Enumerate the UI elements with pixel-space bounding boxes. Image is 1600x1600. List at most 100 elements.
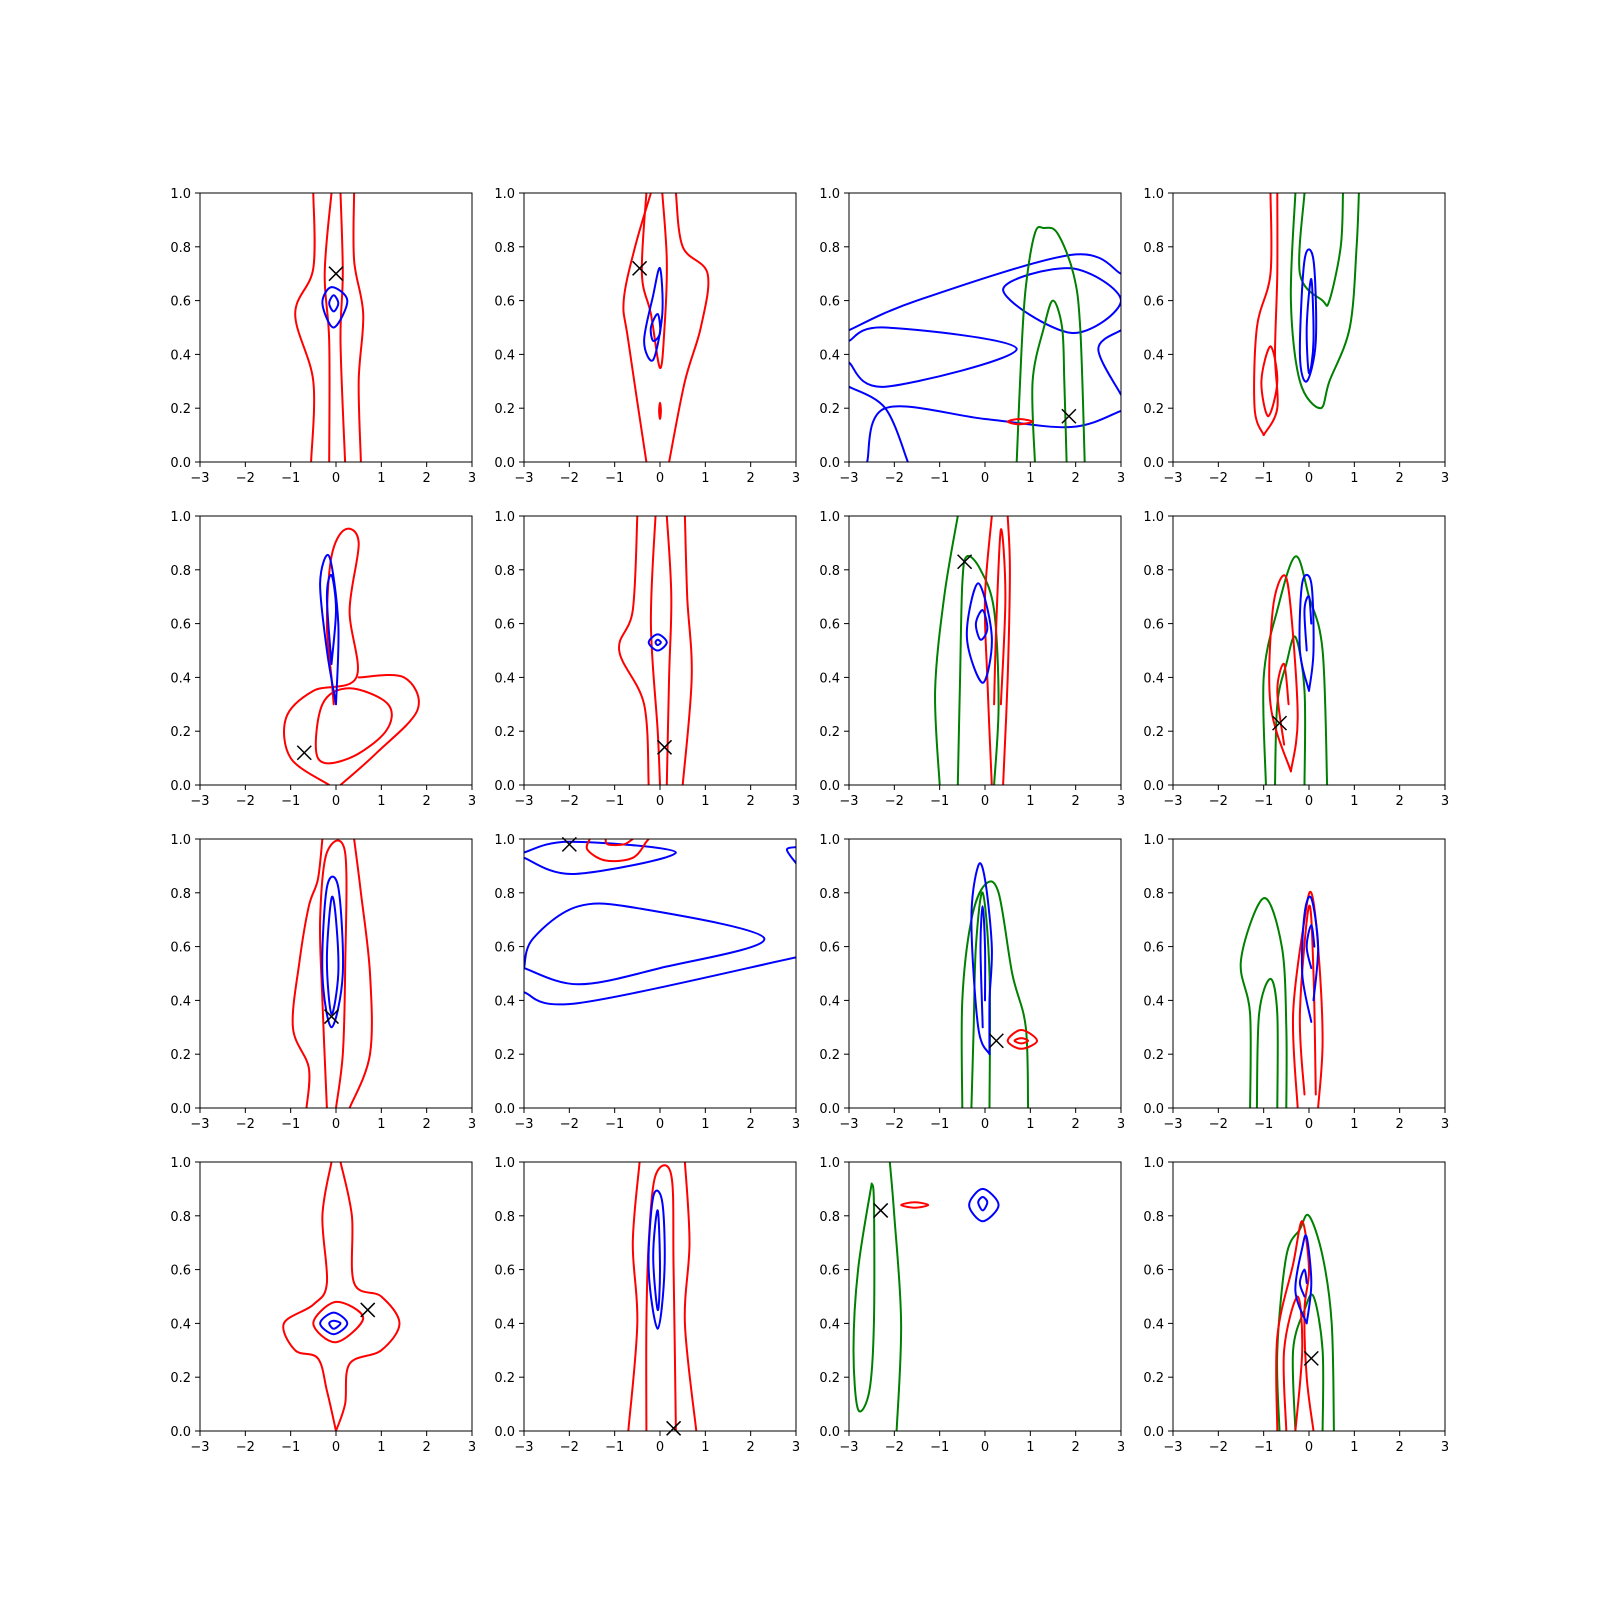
contour-group xyxy=(282,1162,401,1431)
contour-red-1 xyxy=(618,516,650,785)
contour-group xyxy=(960,862,1039,1108)
subplot-3-1: −3 −2 −1 0 1 2 3 0.0 0.2 0.4 0.6 0.8 1.0 xyxy=(170,833,476,1132)
x-tick-label: 3 xyxy=(468,471,476,486)
x-tick-label: 2 xyxy=(747,1440,755,1455)
x-marker xyxy=(666,1420,682,1436)
subplot-2-3: −3 −2 −1 0 1 2 3 0.0 0.2 0.4 0.6 0.8 1.0 xyxy=(819,510,1125,809)
contour-red-5 xyxy=(993,528,1007,706)
x-tick-label: 1 xyxy=(377,1440,385,1455)
contour-green-1 xyxy=(934,516,959,785)
y-tick-label: 1.0 xyxy=(1143,187,1164,202)
contour-blue-6 xyxy=(649,312,662,342)
y-tick-label: 0.6 xyxy=(494,295,515,310)
x-tick-label: 3 xyxy=(1117,1117,1125,1132)
y-tick-label: 0.6 xyxy=(819,295,840,310)
contour-blue-5 xyxy=(866,405,1121,462)
contour-blue-4 xyxy=(321,875,345,1029)
y-tick-label: 0.8 xyxy=(170,1210,191,1225)
x-tick-label: 2 xyxy=(747,1117,755,1132)
contour-red-3 xyxy=(312,1300,365,1344)
x-tick-label: 0 xyxy=(981,1117,989,1132)
x-tick-label: 0 xyxy=(332,471,340,486)
x-tick-label: 2 xyxy=(1396,1117,1404,1132)
contour-group xyxy=(852,1162,1000,1431)
y-tick-label: 1.0 xyxy=(170,510,191,525)
contour-blue-6 xyxy=(654,638,662,647)
contour-blue-6 xyxy=(1298,1268,1308,1298)
contour-blue-6 xyxy=(1305,924,1316,970)
subplot-4-2: −3 −2 −1 0 1 2 3 0.0 0.2 0.4 0.6 0.8 1.0 xyxy=(494,1156,800,1455)
y-tick-label: 0.4 xyxy=(170,671,191,686)
x-tick-label: 2 xyxy=(423,794,431,809)
contour-blue-4 xyxy=(849,385,909,462)
subplot-1-4: −3 −2 −1 0 1 2 3 0.0 0.2 0.4 0.6 0.8 1.0 xyxy=(1143,187,1449,486)
contour-red-1 xyxy=(1253,193,1273,437)
y-tick-label: 0.8 xyxy=(819,887,840,902)
y-tick-label: 0.4 xyxy=(170,994,191,1009)
subplot-2-4: −3 −2 −1 0 1 2 3 0.0 0.2 0.4 0.6 0.8 1.0 xyxy=(1143,510,1449,809)
x-tick-label: −3 xyxy=(514,794,533,809)
contour-red-4 xyxy=(1002,516,1011,785)
x-tick-label: 0 xyxy=(1305,794,1313,809)
contour-red-5 xyxy=(585,839,650,863)
x-tick-label: −1 xyxy=(281,1117,300,1132)
contour-group xyxy=(283,527,420,785)
y-tick-label: 0.6 xyxy=(819,618,840,633)
y-tick-label: 1.0 xyxy=(494,187,515,202)
contour-red-2 xyxy=(1262,193,1279,437)
y-tick-label: 1.0 xyxy=(494,1156,515,1171)
contour-blue-1 xyxy=(524,840,677,876)
x-tick-label: 2 xyxy=(1072,471,1080,486)
y-tick-label: 0.0 xyxy=(170,1425,191,1440)
y-tick-label: 1.0 xyxy=(819,187,840,202)
x-tick-label: 2 xyxy=(1072,1440,1080,1455)
x-marker xyxy=(323,1009,339,1025)
contour-red-3 xyxy=(318,839,348,1108)
y-tick-label: 0.0 xyxy=(1143,1102,1164,1117)
x-tick-label: 1 xyxy=(377,794,385,809)
contour-blue-4 xyxy=(319,1311,349,1336)
y-tick-label: 0.8 xyxy=(1143,241,1164,256)
y-tick-label: 0.8 xyxy=(819,241,840,256)
contour-blue-5 xyxy=(652,1209,661,1312)
y-tick-label: 0.6 xyxy=(1143,1264,1164,1279)
contour-red-4 xyxy=(1282,1295,1304,1431)
contour-blue-4 xyxy=(524,956,796,1006)
contour-green-2 xyxy=(1274,635,1307,785)
contour-red-3 xyxy=(900,1201,930,1209)
x-marker-stroke xyxy=(957,554,973,570)
y-tick-label: 0.4 xyxy=(1143,1317,1164,1332)
x-marker xyxy=(1303,1350,1319,1366)
axes-frame xyxy=(199,515,473,786)
contour-group xyxy=(849,225,1121,462)
contour-blue-4 xyxy=(647,1189,666,1330)
axes-frame xyxy=(1172,838,1446,1109)
y-tick-label: 0.6 xyxy=(1143,618,1164,633)
contour-red-4 xyxy=(658,401,662,420)
subplot-3-2: −3 −2 −1 0 1 2 3 0.0 0.2 0.4 0.6 0.8 1.0 xyxy=(494,833,800,1132)
y-tick-label: 0.2 xyxy=(819,725,840,740)
y-tick-label: 0.0 xyxy=(1143,456,1164,471)
y-tick-label: 0.6 xyxy=(170,1264,191,1279)
contour-red-3 xyxy=(649,516,661,785)
x-marker xyxy=(561,836,577,852)
contour-group xyxy=(627,1162,698,1431)
x-tick-label: −1 xyxy=(930,1440,949,1455)
x-tick-label: 0 xyxy=(332,794,340,809)
x-marker-stroke xyxy=(632,260,648,276)
x-tick-label: −1 xyxy=(605,1440,624,1455)
x-marker-stroke xyxy=(360,1302,376,1318)
contour-red-3 xyxy=(1260,345,1279,418)
contour-red-2 xyxy=(348,839,373,1108)
x-tick-label: 3 xyxy=(792,794,800,809)
x-tick-label: 3 xyxy=(1117,794,1125,809)
x-tick-label: 0 xyxy=(656,471,664,486)
x-tick-label: 2 xyxy=(1072,1117,1080,1132)
x-tick-label: 1 xyxy=(1026,1117,1034,1132)
x-tick-label: 0 xyxy=(1305,471,1313,486)
x-tick-label: −3 xyxy=(190,471,209,486)
x-tick-label: −2 xyxy=(560,1117,579,1132)
y-tick-label: 0.8 xyxy=(1143,887,1164,902)
contour-blue-5 xyxy=(328,1319,342,1330)
